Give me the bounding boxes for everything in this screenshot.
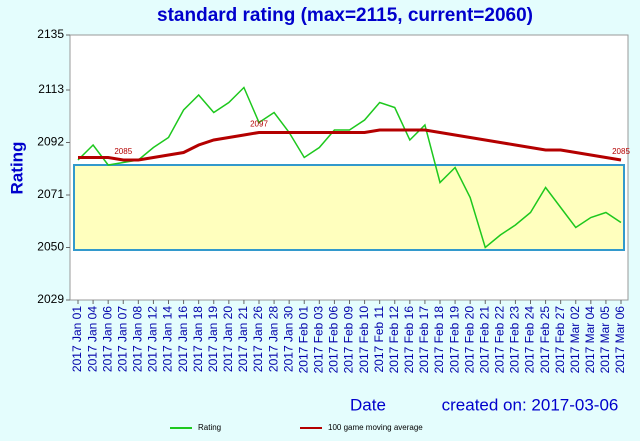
y-tick-label: 2050 [37,240,64,254]
y-axis-label: Rating [7,142,26,195]
x-tick-label: 2017 Jan 30 [281,306,295,372]
legend-label: Rating [198,423,221,432]
x-tick-label: 2017 Jan 08 [131,306,145,372]
x-tick-label: 2017 Mar 05 [598,306,612,374]
annotation: 2097 [250,120,268,129]
x-tick-label: 2017 Jan 18 [191,306,205,372]
x-tick-label: 2017 Feb 19 [447,306,461,374]
note: created on: 2017-03-06 [442,395,619,414]
x-tick-label: 2017 Feb 10 [357,306,371,374]
x-tick-label: 2017 Mar 04 [583,306,597,374]
x-tick-label: 2017 Jan 28 [266,306,280,372]
chart-title: standard rating (max=2115, current=2060) [157,5,533,26]
series-line [78,128,622,162]
x-tick-label: 2017 Feb 27 [553,306,567,374]
x-tick-label: 2017 Feb 16 [402,306,416,374]
x-tick-label: 2017 Feb 25 [538,306,552,374]
x-tick-label: 2017 Feb 23 [508,306,522,374]
x-tick-label: 2017 Jan 04 [85,306,99,372]
legend-label: 100 game moving average [328,423,423,432]
x-tick-label: 2017 Jan 06 [100,306,114,372]
x-tick-label: 2017 Feb 21 [477,306,491,374]
x-tick-label: 2017 Jan 12 [146,306,160,372]
x-tick-label: 2017 Jan 01 [70,306,84,372]
x-tick-label: 2017 Jan 19 [206,306,220,372]
x-tick-label: 2017 Jan 14 [161,306,175,372]
y-tick-label: 2113 [38,82,64,96]
series-line [77,86,622,249]
x-tick-label: 2017 Feb 20 [462,306,476,374]
x-tick-label: 2017 Feb 09 [342,306,356,374]
band [73,164,625,251]
x-tick-label: 2017 Feb 11 [372,306,386,373]
x-tick-label: 2017 Feb 17 [417,306,431,374]
x-tick-label: 2017 Feb 12 [387,306,401,374]
y-tick-label: 2092 [37,135,64,149]
x-tick-label: 2017 Jan 07 [115,306,129,372]
annotation: 2085 [612,147,630,156]
x-tick-label: 2017 Feb 22 [493,306,507,374]
x-tick-label: 2017 Jan 26 [251,306,265,372]
x-tick-label: 2017 Feb 06 [327,306,341,374]
x-tick-label: 2017 Feb 01 [296,306,310,374]
x-tick-label: 2017 Mar 06 [613,306,627,374]
x-tick-label: 2017 Feb 24 [523,306,537,374]
x-tick-label: 2017 Jan 21 [236,306,250,372]
x-axis-label: Date [350,395,386,414]
annotation: 2085 [114,147,132,156]
x-tick-label: 2017 Feb 03 [312,306,326,374]
x-tick-label: 2017 Jan 16 [176,306,190,372]
x-tick-label: 2017 Mar 02 [568,306,582,374]
y-tick-label: 2071 [37,187,64,201]
x-tick-label: 2017 Jan 20 [221,306,235,372]
y-tick-label: 2135 [37,27,64,41]
y-tick-label: 2029 [37,292,64,306]
x-tick-label: 2017 Feb 18 [432,306,446,374]
